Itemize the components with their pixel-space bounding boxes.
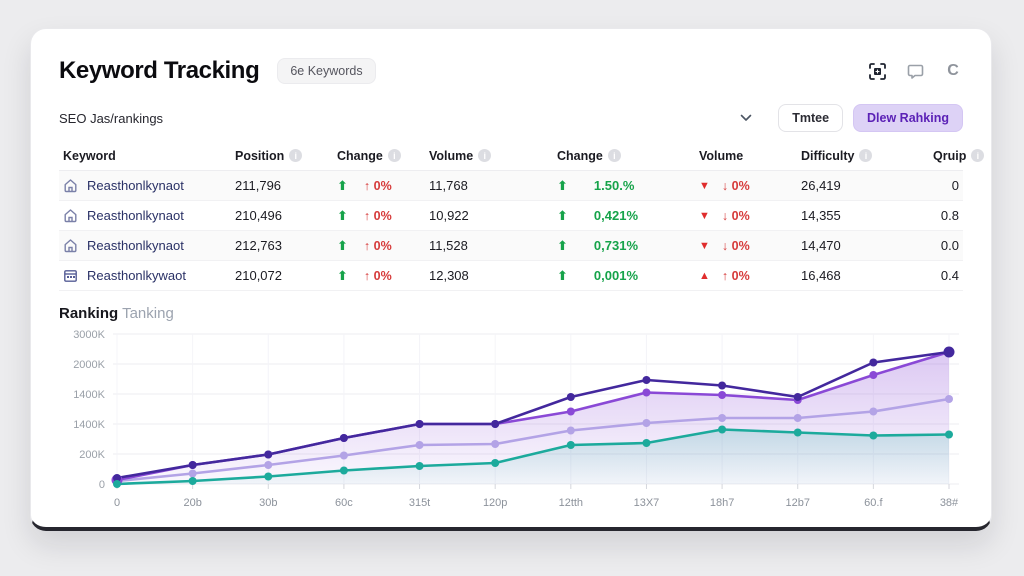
qruip-cell: 0.4 — [940, 268, 959, 283]
info-icon[interactable]: i — [607, 149, 621, 162]
col-change: Change — [337, 148, 383, 163]
position-cell: 211,796 — [235, 178, 282, 193]
info-icon[interactable]: i — [478, 149, 492, 162]
col-qruip: Qruip — [933, 148, 967, 163]
chevron-down-icon[interactable] — [740, 114, 752, 122]
source-selector[interactable]: SEO Jas/rankings — [59, 110, 164, 126]
col-volume: Volume — [429, 148, 474, 163]
header: Keyword Tracking 6e Keywords C — [59, 51, 963, 91]
info-icon[interactable]: i — [387, 149, 401, 162]
change-cell: ⬆ ↑ 0% — [337, 177, 392, 193]
svg-text:13X7: 13X7 — [634, 497, 660, 509]
comment-icon[interactable] — [905, 61, 925, 81]
volume2-cell: ▲ ↑ 0% — [699, 268, 750, 283]
change-cell: ⬆ ↑ 0% — [337, 267, 392, 283]
keyword-link[interactable]: Reasthonlkynaot — [87, 238, 184, 253]
chart-title: Ranking Tanking — [59, 305, 174, 322]
svg-text:1400K: 1400K — [73, 389, 105, 401]
svg-text:60c: 60c — [335, 497, 353, 509]
keyword-cell[interactable]: Reasthonlkywaot — [63, 268, 235, 283]
info-icon[interactable]: i — [859, 149, 873, 162]
filter-bar: SEO Jas/rankings Tmtee Dlew Rahking — [59, 103, 963, 133]
table-row[interactable]: Reasthonlkynaot 212,763 ⬆ ↑ 0% 11,528 ⬆ 0,… — [59, 231, 963, 261]
volume-cell: 12,308 — [429, 268, 469, 283]
keyword-cell[interactable]: Reasthonlkynaot — [63, 208, 235, 223]
keyword-count-badge: 6e Keywords — [277, 58, 376, 84]
col-volume2: Volume — [699, 148, 744, 163]
svg-text:20b: 20b — [183, 497, 201, 509]
volume-cell: 11,768 — [429, 178, 468, 193]
view-ranking-button[interactable]: Dlew Rahking — [853, 104, 963, 132]
change-cell: ⬆ ↑ 0% — [337, 207, 392, 223]
volume-cell: 11,528 — [429, 238, 468, 253]
page-title: Keyword Tracking — [59, 57, 260, 84]
ranking-chart: 3000K 2000K 1400K 1400K 200K 00 20b 30b 60c 315t 1… — [73, 329, 959, 509]
difficulty-cell: 14,355 — [801, 208, 841, 223]
qruip-cell: 0 — [951, 178, 959, 193]
svg-text:2000K: 2000K — [73, 359, 105, 371]
change2-cell: ⬆ 0,001% — [557, 267, 638, 284]
svg-text:60.f: 60.f — [864, 497, 883, 509]
keyword-link[interactable]: Reasthonlkywaot — [87, 268, 186, 283]
home-icon — [63, 208, 78, 223]
change2-cell: ⬆ 0,731% — [557, 237, 638, 254]
svg-text:0: 0 — [99, 479, 105, 491]
scan-icon[interactable] — [867, 61, 887, 81]
svg-text:12tth: 12tth — [559, 497, 583, 509]
col-change2: Change — [557, 148, 603, 163]
svg-text:1400K: 1400K — [73, 419, 105, 431]
svg-text:315t: 315t — [409, 497, 430, 509]
volume2-cell: ▼ ↓ 0% — [699, 238, 750, 253]
svg-text:18h7: 18h7 — [710, 497, 734, 509]
table-row[interactable]: Reasthonlkynaot 210,496 ⬆ ↑ 0% 10,922 ⬆ 0,… — [59, 201, 963, 231]
svg-text:30b: 30b — [259, 497, 277, 509]
volume2-cell: ▼ ↓ 0% — [699, 178, 750, 193]
change2-cell: ⬆ 1.50.% — [557, 177, 635, 194]
qruip-cell: 0.8 — [940, 208, 959, 223]
position-cell: 210,496 — [235, 208, 282, 223]
info-icon[interactable]: i — [289, 149, 303, 162]
svg-text:3000K: 3000K — [73, 329, 105, 341]
position-cell: 210,072 — [235, 268, 282, 283]
calendar-icon — [63, 268, 78, 283]
table-header-row: Keyword Position i Change i Volume i Change… — [59, 141, 985, 171]
col-difficulty: Difficulty — [801, 148, 855, 163]
refresh-icon[interactable]: C — [947, 62, 959, 79]
volume2-cell: ▼ ↓ 0% — [699, 208, 750, 223]
change-cell: ⬆ ↑ 0% — [337, 237, 392, 253]
home-icon — [63, 238, 78, 253]
volume-cell: 10,922 — [429, 208, 469, 223]
difficulty-cell: 14,470 — [801, 238, 841, 253]
keyword-table: Keyword Position i Change i Volume i Change… — [59, 141, 985, 291]
svg-text:38#: 38# — [940, 497, 959, 509]
svg-text:200K: 200K — [79, 449, 105, 461]
svg-text:12b7: 12b7 — [785, 497, 809, 509]
position-cell: 212,763 — [235, 238, 282, 253]
difficulty-cell: 26,419 — [801, 178, 841, 193]
col-keyword: Keyword — [63, 148, 116, 163]
change2-cell: ⬆ 0,421% — [557, 207, 638, 224]
keyword-tracking-card: Keyword Tracking 6e Keywords C SEO Jas/r… — [30, 28, 992, 531]
keyword-link[interactable]: Reasthonlkynaot — [87, 178, 184, 193]
keyword-cell[interactable]: Reasthonlkynaot — [63, 178, 235, 193]
svg-text:0: 0 — [114, 497, 120, 509]
table-row[interactable]: Reasthonlkynaot 211,796 ⬆ ↑ 0% 11,768 ⬆ 1.… — [59, 171, 963, 201]
difficulty-cell: 16,468 — [801, 268, 841, 283]
col-position: Position — [235, 148, 285, 163]
table-row[interactable]: Reasthonlkywaot 210,072 ⬆ ↑ 0% 12,308 ⬆ 0,… — [59, 261, 963, 291]
home-icon — [63, 178, 78, 193]
keyword-link[interactable]: Reasthonlkynaot — [87, 208, 184, 223]
tmtee-button[interactable]: Tmtee — [778, 104, 844, 132]
info-icon[interactable]: i — [971, 149, 985, 162]
svg-text:120p: 120p — [483, 497, 507, 509]
keyword-cell[interactable]: Reasthonlkynaot — [63, 238, 235, 253]
qruip-cell: 0.0 — [940, 238, 959, 253]
